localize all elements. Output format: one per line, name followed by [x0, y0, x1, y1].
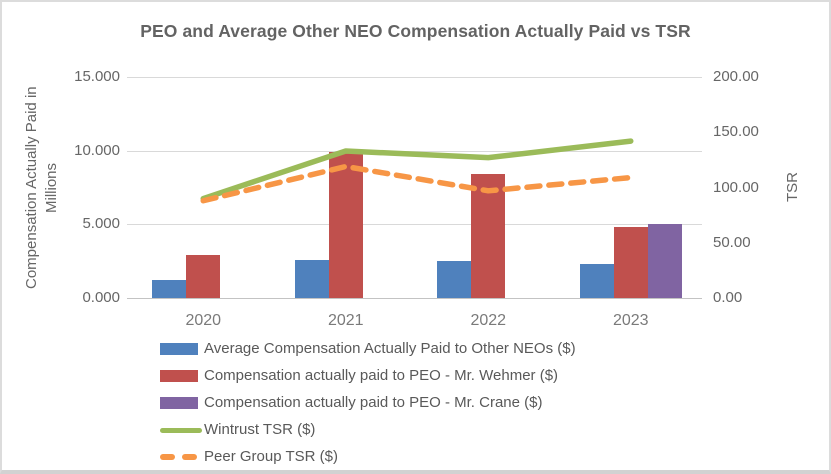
chart-title: PEO and Average Other NEO Compensation A…: [140, 21, 691, 41]
x-axis-tick-label-2021: 2021: [327, 312, 364, 329]
legend-label: Compensation actually paid to PEO - Mr. …: [204, 394, 543, 411]
bar-series1-2022: [437, 261, 472, 298]
right-axis-tick-label: 150.00: [713, 123, 759, 141]
bar-series2-2021: [328, 152, 363, 298]
legend-swatch-bar3: [160, 397, 204, 409]
x-axis-tick-label-2020: 2020: [185, 312, 222, 329]
bar-series1-2021: [294, 259, 329, 298]
right-axis-tick-label: 0.00: [713, 289, 743, 306]
left-axis-tick-label: 0.000: [82, 289, 120, 306]
plot-area: [127, 77, 702, 299]
right-axis-tick-label: 200.00: [713, 68, 759, 85]
legend-swatch-line1: [160, 427, 204, 433]
legend: Average Compensation Actually Paid to Ot…: [160, 338, 576, 470]
legend-label: Average Compensation Actually Paid to Ot…: [204, 340, 576, 357]
gridline: [127, 77, 702, 78]
legend-label: Compensation actually paid to PEO - Mr. …: [204, 367, 559, 384]
right-axis-tick-label: 100.00: [713, 178, 759, 196]
x-axis-tick-label-2023: 2023: [612, 312, 649, 329]
bar-series2-2020: [186, 255, 221, 298]
legend-item-line1: Wintrust TSR ($): [160, 419, 576, 441]
legend-label: Peer Group TSR ($): [204, 448, 338, 465]
legend-swatch-bar1: [160, 343, 204, 355]
x-axis-tick-label-2022: 2022: [470, 312, 507, 329]
bar-series1-2023: [579, 264, 614, 298]
legend-swatch-line2: [160, 454, 204, 460]
legend-item-bar3: Compensation actually paid to PEO - Mr. …: [160, 392, 576, 414]
wintrust-tsr-line: [200, 138, 634, 202]
bar-series2-2022: [471, 174, 506, 298]
left-axis-tick-label: 5.000: [82, 215, 120, 233]
legend-swatch-bar2: [160, 370, 204, 382]
tsr-lines: [200, 138, 634, 204]
bar-series2-2023: [613, 227, 648, 298]
x-axis-line: [127, 298, 702, 299]
legend-item-bar1: Average Compensation Actually Paid to Ot…: [160, 338, 576, 360]
peer-group-tsr-line: [200, 163, 634, 204]
legend-label: Wintrust TSR ($): [204, 421, 316, 438]
legend-item-line2: Peer Group TSR ($): [160, 446, 576, 468]
right-axis-tick-label: 50.00: [713, 233, 751, 251]
left-axis-tick-label: 10.000: [74, 141, 120, 159]
bar-series3-2023: [647, 224, 682, 298]
legend-item-bar2: Compensation actually paid to PEO - Mr. …: [160, 365, 576, 387]
gridline: [127, 150, 702, 152]
left-axis-title: Compensation Actually Paid in Millions: [22, 86, 60, 289]
bar-series1-2020: [152, 280, 187, 298]
left-axis-tick-label: 15.000: [74, 68, 120, 85]
gridline: [127, 224, 702, 226]
